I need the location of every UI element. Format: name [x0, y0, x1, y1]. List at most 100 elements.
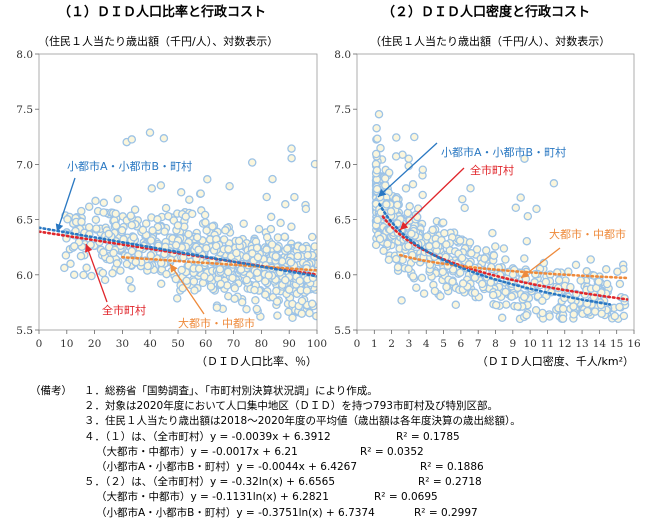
scatter-point [262, 245, 271, 254]
scatter-point [187, 209, 197, 219]
trendline [381, 215, 629, 301]
note-text: ４．（１）は、（全市町村）y = -0.0039x + 6.3912 [84, 430, 331, 443]
scatter-point [302, 286, 312, 295]
scatter-point [451, 300, 461, 310]
trendline [121, 255, 317, 272]
scatter-point [261, 290, 270, 299]
scatter-point [522, 236, 532, 246]
scatter-point [271, 252, 281, 261]
scatter-point [520, 254, 529, 263]
scatter-point [177, 265, 186, 275]
scatter-point [436, 291, 445, 301]
note-text: （小都市A・小都市B・町村）y = -0.3751ln(x) + 6.7374 [96, 506, 375, 519]
scatter-point [221, 226, 230, 235]
annotation-arrow [169, 263, 205, 315]
scatter-point [77, 206, 86, 216]
scatter-point [127, 246, 137, 256]
scatter-point [558, 304, 568, 314]
x-tick-label: 10 [60, 338, 73, 350]
scatter-point [554, 275, 564, 285]
scatter-point [297, 309, 307, 318]
scatter-point [236, 265, 246, 274]
scatter-point [146, 236, 156, 245]
scatter-point [127, 220, 137, 230]
y-tick-label: 7.5 [334, 104, 351, 116]
x-tick-label: 13 [575, 338, 588, 350]
scatter-point [283, 244, 292, 253]
scatter-point [190, 286, 199, 295]
scatter-point [129, 233, 138, 242]
scatter-point [242, 275, 251, 285]
scatter-point [418, 190, 427, 200]
note-row: （小都市A・小都市B・町村）y = -0.3751ln(x) + 6.7374 … [0, 506, 653, 521]
y-tick-label: 7.0 [334, 159, 351, 171]
scatter-point [419, 289, 429, 298]
scatter-point [295, 276, 305, 286]
scatter-point [98, 268, 108, 278]
scatter-point [70, 242, 79, 251]
scatter-point [262, 192, 271, 202]
annotation-label: 全市町村 [470, 163, 514, 177]
x-axis-label: （ＤＩＤ人口密度、千人/km²） [477, 354, 634, 368]
scatter-point [438, 218, 448, 227]
scatter-point [615, 302, 624, 312]
scatter-point [472, 245, 482, 254]
scatter-point [148, 226, 157, 235]
scatter-point [182, 276, 191, 286]
scatter-point [401, 184, 411, 193]
scatter-point [501, 300, 511, 309]
scatter-point [410, 132, 419, 142]
scatter-point [373, 134, 382, 143]
scatter-point [597, 309, 606, 318]
note-row: （備考） １．総務省「国勢調査」、「市町村別決算状況調」により作成。 [0, 384, 653, 399]
note-r2: R² = 0.2997 [414, 506, 478, 519]
scatter-point [408, 272, 418, 281]
x-tick-label: 14 [593, 338, 607, 350]
scatter-point [161, 203, 171, 213]
scatter-point [458, 279, 468, 288]
y-tick-label: 6.5 [334, 215, 351, 227]
note-label: （備考） [30, 385, 72, 397]
scatter-point [272, 286, 281, 296]
scatter-point [297, 296, 307, 306]
scatter-point [586, 255, 595, 264]
scatter-point [84, 222, 94, 232]
scatter-point [497, 313, 507, 323]
scatter-point [281, 200, 290, 209]
x-tick-label: 7 [475, 338, 482, 350]
chart1-plot: 5.5 6.0 6.5 7.0 7.5 8.0 0 10 20 30 40 50 60 70 80 90 100… [16, 49, 327, 368]
scatter-point [455, 236, 465, 245]
scatter-point [105, 255, 115, 264]
scatter-point [430, 286, 440, 296]
scatter-point [268, 174, 277, 184]
scatter-point [145, 128, 155, 137]
scatter-point [228, 273, 237, 283]
scatter-point [153, 215, 162, 224]
x-tick-label: 10 [523, 338, 536, 350]
scatter-point [491, 242, 500, 251]
scatter-point [109, 248, 118, 258]
scatter-point [301, 204, 311, 214]
scatter-point [126, 211, 136, 220]
note-row: ４．（１）は、（全市町村）y = -0.0039x + 6.3912 R² = … [0, 430, 653, 445]
scatter-point [470, 288, 480, 298]
scatter-point [545, 312, 554, 321]
scatter-point [531, 305, 541, 315]
scatter-point [373, 215, 382, 225]
scatter-point [143, 261, 153, 271]
scatter-point [141, 219, 151, 228]
scatter-point [254, 224, 264, 234]
scatter-point [273, 311, 282, 320]
y-tick-label: 6.5 [16, 215, 33, 227]
note-text: １．総務省「国勢調査」、「市町村別決算状況調」により作成。 [84, 385, 378, 397]
scatter-point [538, 296, 547, 305]
scatter-point [286, 258, 296, 267]
scatter-point [82, 263, 91, 273]
scatter-point [619, 311, 629, 321]
note-r2: R² = 0.1886 [420, 460, 484, 473]
scatter-point [310, 159, 317, 169]
scatter-point [92, 224, 101, 233]
scatter-point [156, 279, 166, 289]
note-row: ２．対象は2020年度において人口集中地区（ＤＩＤ）を持つ793市町村及び特別区… [0, 399, 653, 414]
scatter-point [76, 251, 86, 261]
